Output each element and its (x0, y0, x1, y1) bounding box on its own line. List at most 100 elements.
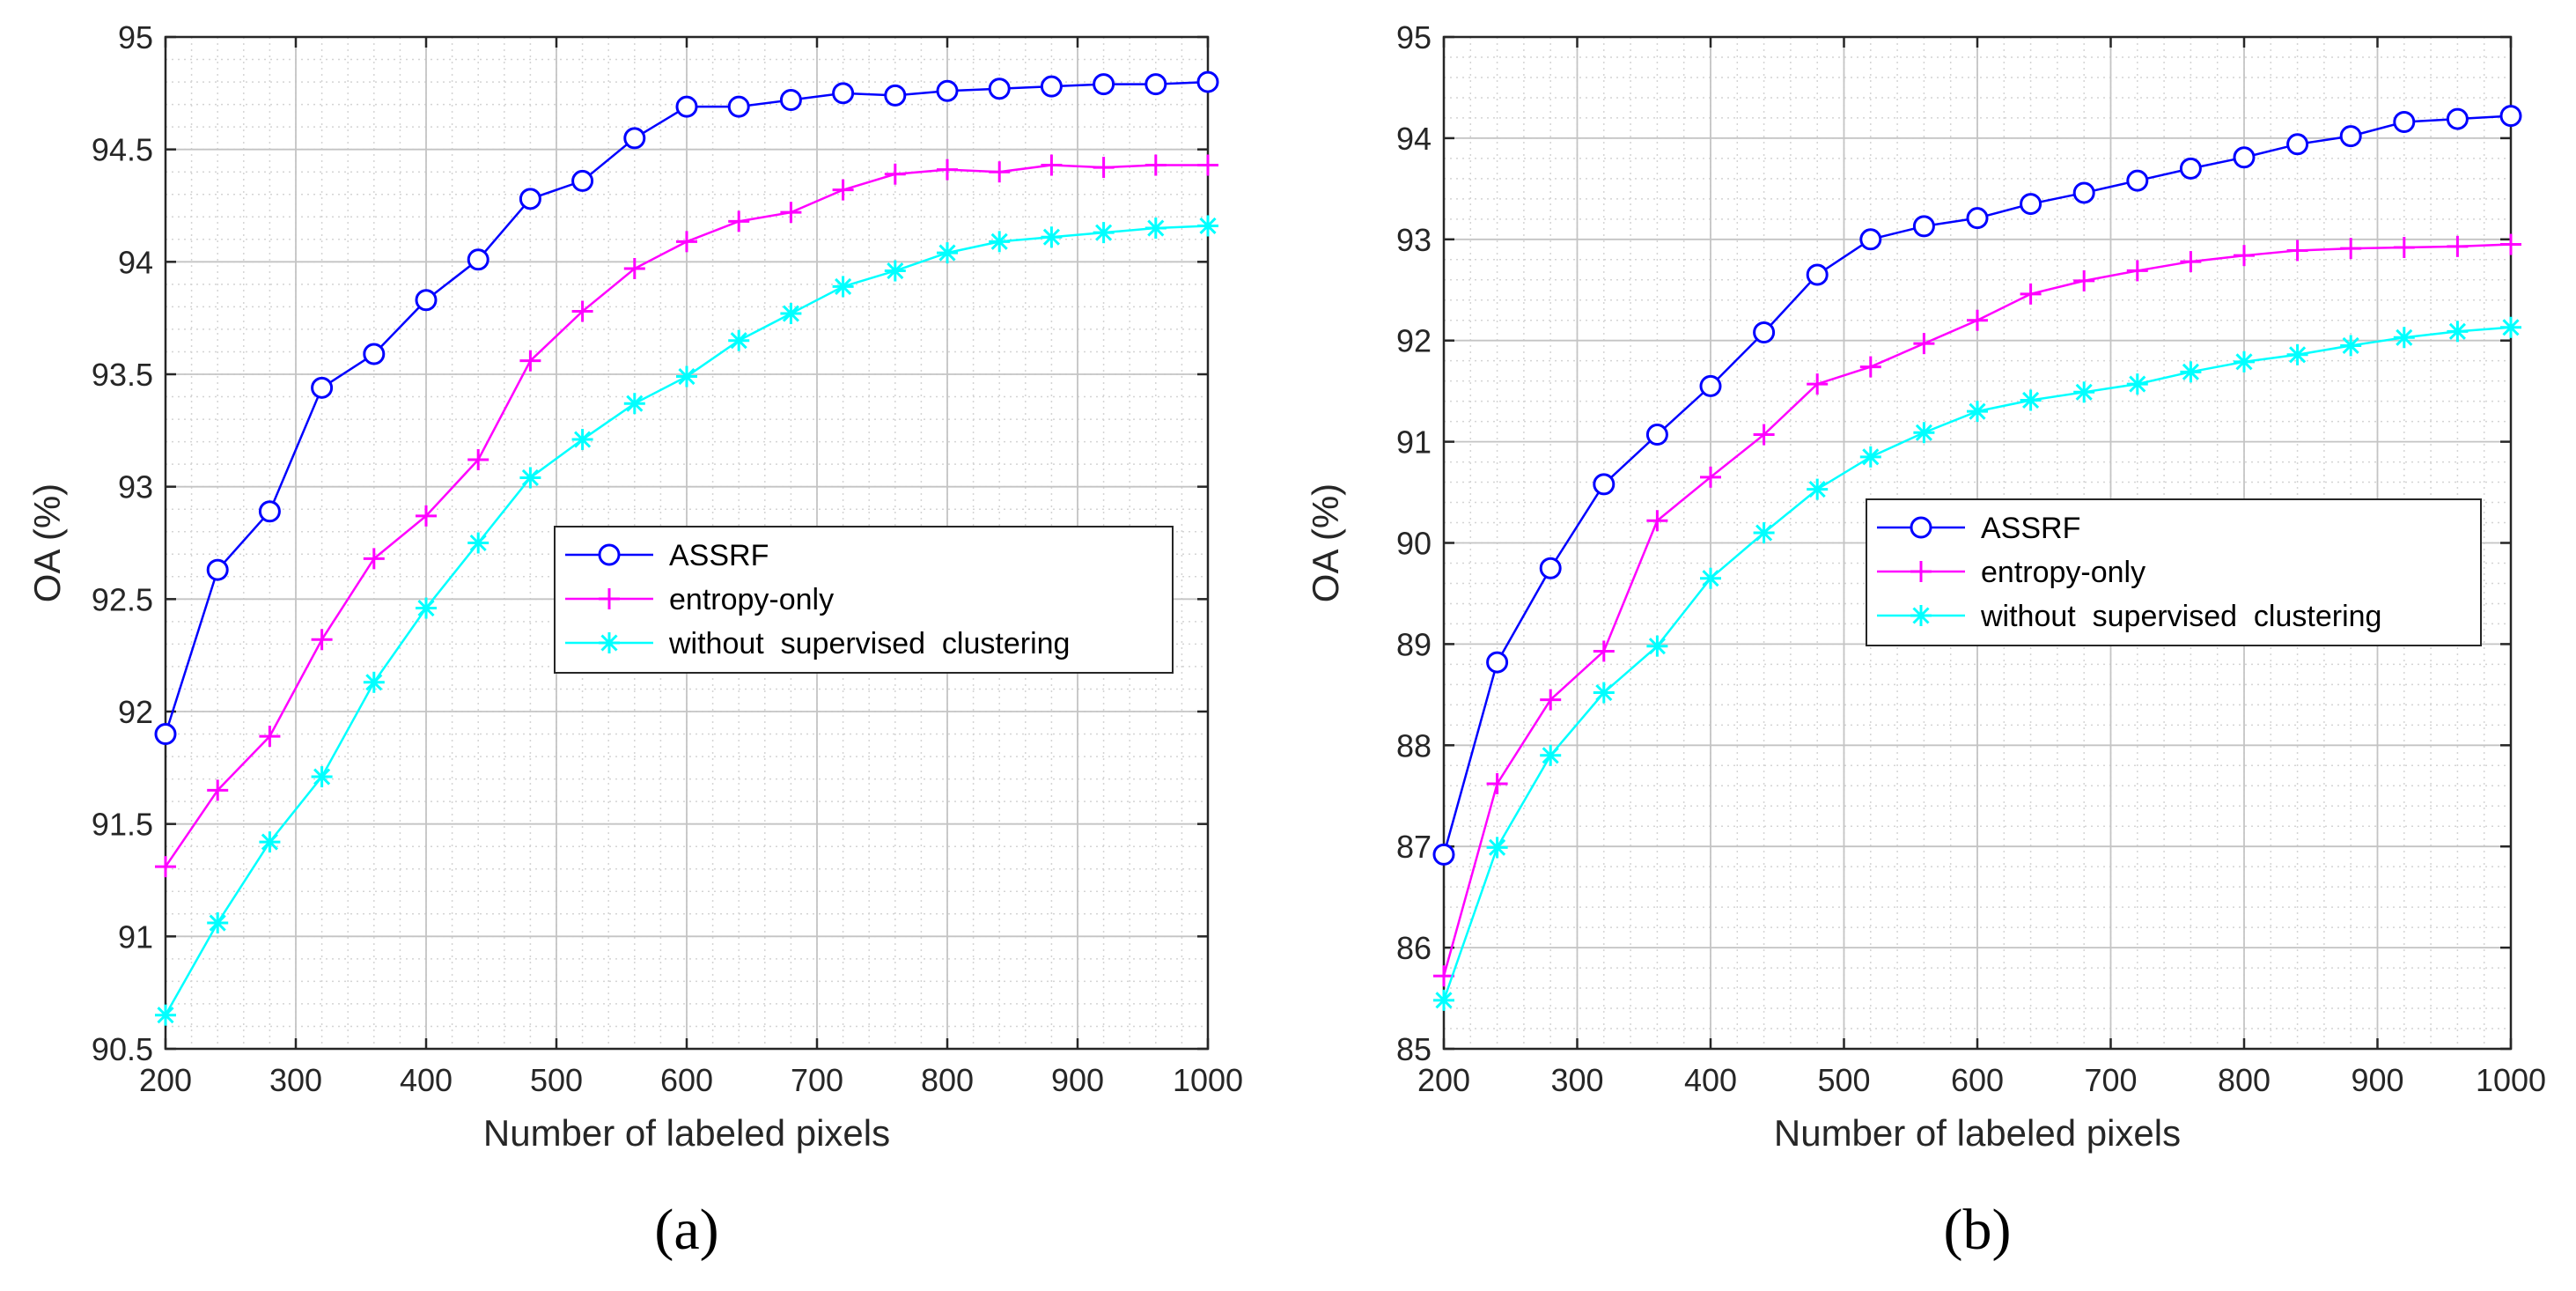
chart-a-y-tick-label: 95 (118, 19, 153, 55)
chart-b-data-point (2126, 169, 2149, 192)
chart-a-x-tick-label: 600 (660, 1062, 713, 1098)
chart-a-x-tick-label: 200 (139, 1062, 192, 1098)
chart-a-data-point (623, 393, 645, 415)
chart-a-legend-marker (599, 632, 620, 653)
chart-b-data-point (2446, 107, 2469, 130)
chart-a-legend-label: entropy-only (669, 583, 834, 616)
chart-a-data-point (727, 95, 750, 118)
chart-b-data-point (2286, 133, 2309, 156)
chart-b-data-point (2286, 240, 2308, 262)
chart-a-data-point (467, 449, 489, 471)
chart-b-data-point (1593, 473, 1616, 496)
chart-b-data-point-d2 (1648, 638, 1666, 655)
chart-a-data-point-d2 (417, 599, 435, 617)
chart-a-data-point (311, 629, 333, 651)
chart-a-data-point (519, 350, 541, 372)
chart-a-data-point (623, 257, 645, 279)
chart-a-data-point (258, 500, 281, 523)
chart-b-data-point (2393, 327, 2415, 349)
chart-b-data-point (1966, 207, 1989, 230)
chart-b-data-point-d2 (2129, 375, 2146, 393)
chart-b-data-point (1486, 837, 1508, 859)
chart-b-data-point (2499, 105, 2522, 128)
chart-a-data-point (779, 88, 802, 111)
chart-b-data-point (2286, 343, 2308, 365)
chart-b-data-point (1646, 635, 1668, 657)
chart-a: 200 300 400 500 600 700 800 900 1000 90.5 91 91.5 92… (26, 19, 1243, 1262)
chart-b-data-point (1433, 989, 1454, 1011)
chart-b-data-point (1859, 228, 1882, 251)
chart-b-x-tick-label: 500 (1817, 1062, 1870, 1098)
chart-a-data-point (1144, 218, 1167, 240)
chart-a-y-tick-label: 91.5 (92, 807, 153, 843)
chart-a-y-tick-label: 92 (118, 694, 153, 730)
chart-b-x-tick-label: 800 (2218, 1062, 2271, 1098)
chart-a-data-point (989, 161, 1011, 183)
chart-a-x-axis-label: Number of labeled pixels (483, 1112, 890, 1154)
chart-b-data-point (1859, 356, 1881, 378)
chart-b-series-circle (1432, 105, 2522, 866)
chart-a-data-point (676, 231, 697, 253)
chart-b-data-point-d2 (2182, 363, 2199, 380)
chart-b-data-point (2020, 389, 2042, 411)
chart-a-data-point (311, 376, 334, 399)
chart-a-data-point (936, 79, 959, 102)
chart-b-y-tick-label: 87 (1396, 829, 1432, 865)
chart-a-data-point (1197, 154, 1218, 176)
chart-a-data-point (467, 532, 489, 554)
chart-a-panel-label: (a) (654, 1198, 718, 1262)
chart-a-data-point-d2 (469, 534, 487, 552)
chart-b-data-point (1486, 772, 1508, 794)
chart-b-data-point (1700, 567, 1721, 589)
chart-a-data-point (154, 723, 177, 746)
chart-b-data-point-d2 (2075, 383, 2093, 401)
chart-a-data-point (1093, 157, 1115, 179)
chart-a-data-point (937, 242, 958, 264)
chart-a-data-point-d2 (887, 262, 904, 280)
chart-b-legend-label: without supervised clustering (1980, 600, 2381, 633)
chart-b-data-point (2447, 321, 2469, 343)
chart-b: 200 300 400 500 600 700 800 900 1000 85 86 87 88 89 90… (1305, 19, 2546, 1262)
chart-a-y-tick-label: 94.5 (92, 132, 153, 168)
chart-a-data-point (311, 766, 333, 788)
chart-a-data-point-d2 (730, 332, 747, 350)
chart-a-data-point (1144, 73, 1167, 96)
chart-b-data-point-d2 (1755, 524, 1773, 542)
chart-b-x-tick-label: 600 (1951, 1062, 2004, 1098)
chart-b-x-tick-label: 1000 (2476, 1062, 2546, 1098)
chart-b-y-tick-label: 93 (1396, 222, 1432, 258)
chart-b-data-point (1433, 965, 1454, 987)
chart-b-x-tick-label: 200 (1417, 1062, 1470, 1098)
chart-b-data-point (1753, 321, 1776, 344)
chart-b-data-point (2234, 350, 2255, 373)
chart-b-y-tick-label: 89 (1396, 626, 1432, 662)
chart-b-x-tick-label: 300 (1550, 1062, 1603, 1098)
chart-b-data-point-d2 (1542, 747, 1559, 764)
chart-a-data-point (937, 159, 958, 181)
chart-a-data-point (989, 231, 1011, 253)
chart-a-series-plus (155, 154, 1218, 878)
chart-b-data-point-d2 (1595, 683, 1613, 702)
chart-b-data-point (1593, 682, 1615, 704)
chart-b-series-asterisk (1433, 316, 2521, 1011)
chart-a-data-point (1093, 222, 1115, 244)
chart-a-data-point (155, 856, 176, 878)
chart-b-data-point-d2 (2235, 353, 2253, 371)
chart-a-x-tick-label: 400 (400, 1062, 453, 1098)
chart-a-x-tick-label: 500 (530, 1062, 583, 1098)
chart-b-data-point (2126, 373, 2148, 395)
chart-b-data-point-d2 (1702, 570, 1719, 587)
chart-b-legend: ASSRF entropy-only without supervised clus… (1866, 498, 2482, 646)
chart-b-y-tick-label: 88 (1396, 727, 1432, 764)
chart-a-data-point-d2 (1147, 219, 1165, 237)
chart-b-data-point (1540, 744, 1562, 766)
chart-a-data-point (415, 289, 438, 312)
chart-b-data-point-d2 (1915, 424, 1932, 441)
chart-b-legend-marker (1910, 561, 1932, 582)
chart-b-y-tick-label: 85 (1396, 1031, 1432, 1067)
chart-a-data-point-d2 (1042, 228, 1060, 246)
chart-a-x-tick-label: 700 (791, 1062, 843, 1098)
chart-b-data-point (1967, 401, 1988, 423)
chart-a-data-point (1197, 215, 1218, 237)
chart-b-data-point (2234, 245, 2255, 267)
